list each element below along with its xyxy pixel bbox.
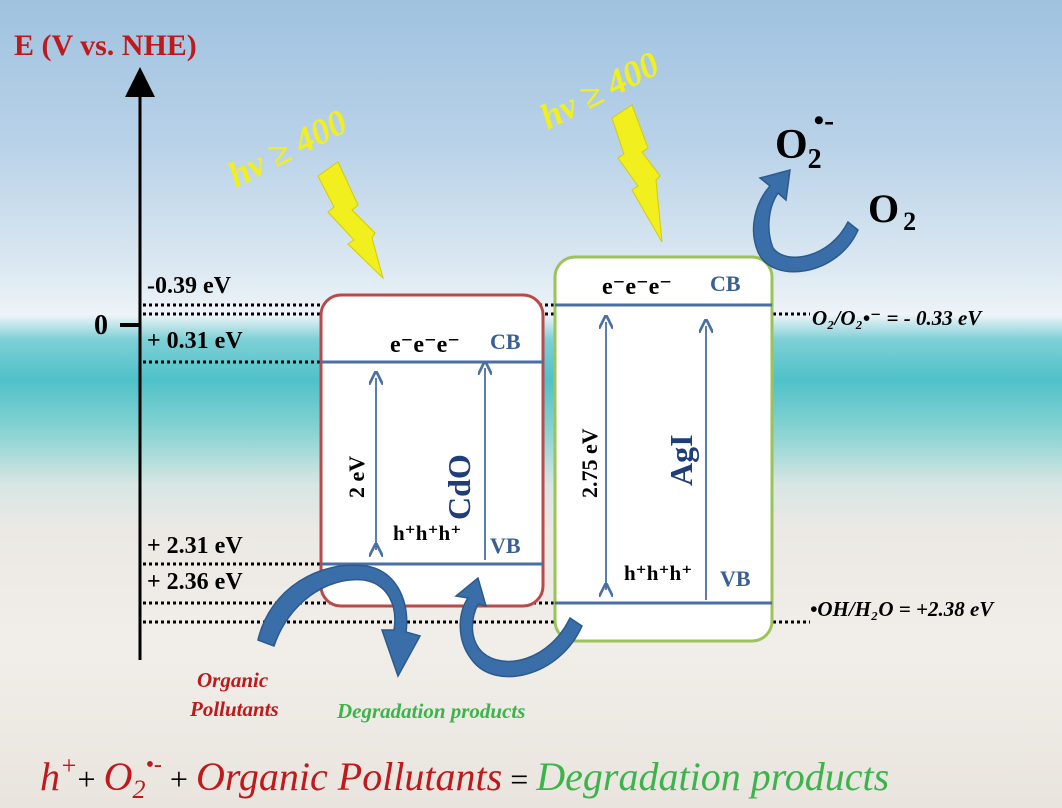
level-cdo-vb: + 2.31 eV — [147, 533, 243, 559]
organic-pollutants-label: Organic Pollutants — [189, 668, 279, 721]
organic-pollutants-line1: Organic — [197, 668, 269, 692]
pollutant-oxidation-arrow — [257, 564, 422, 678]
cdo-name: CdO — [441, 454, 477, 520]
level-cdo-cb: + 0.31 eV — [147, 328, 243, 354]
zero-label: 0 — [94, 310, 108, 341]
axis-title: E (V vs. NHE) — [14, 29, 197, 62]
level-agi-cb: -0.39 eV — [147, 273, 232, 299]
level-agi-vb: + 2.36 eV — [147, 569, 243, 595]
reaction-equation: h++ O2•- + Organic Pollutants = Degradat… — [40, 751, 889, 804]
lightning-bolt-right-icon — [611, 104, 663, 243]
degradation-products-label: Degradation products — [336, 699, 525, 723]
cdo-gap-label: 2 eV — [344, 456, 369, 498]
organic-pollutants-line2: Pollutants — [189, 697, 279, 721]
cdo-cb-label: CB — [490, 329, 521, 354]
agi-gap-label: 2.75 eV — [577, 428, 602, 498]
o2-reduction-arrow — [752, 168, 859, 273]
agi-electrons: e⁻e⁻e⁻ — [602, 274, 672, 300]
agi-vb-label: VB — [720, 566, 751, 591]
agi-holes: h⁺h⁺h⁺ — [624, 561, 692, 585]
cdo-holes: h⁺h⁺h⁺ — [393, 521, 461, 545]
agi-name: AgI — [663, 434, 699, 486]
lightning-bolt-left-icon — [317, 161, 384, 280]
light-label-right: hv ≥ 400 — [533, 43, 665, 137]
oh-couple-label: •OH/H₂O = +2.38 eV — [810, 597, 995, 621]
o2-couple-label: O₂/O₂•⁻ = - 0.33 eV — [812, 306, 983, 330]
cdo-vb-label: VB — [490, 533, 521, 558]
cdo-electrons: e⁻e⁻e⁻ — [390, 332, 460, 358]
agi-cb-label: CB — [710, 271, 741, 296]
o2-radical: O2•- — [775, 104, 834, 175]
hole-transfer-arrow — [454, 576, 583, 678]
